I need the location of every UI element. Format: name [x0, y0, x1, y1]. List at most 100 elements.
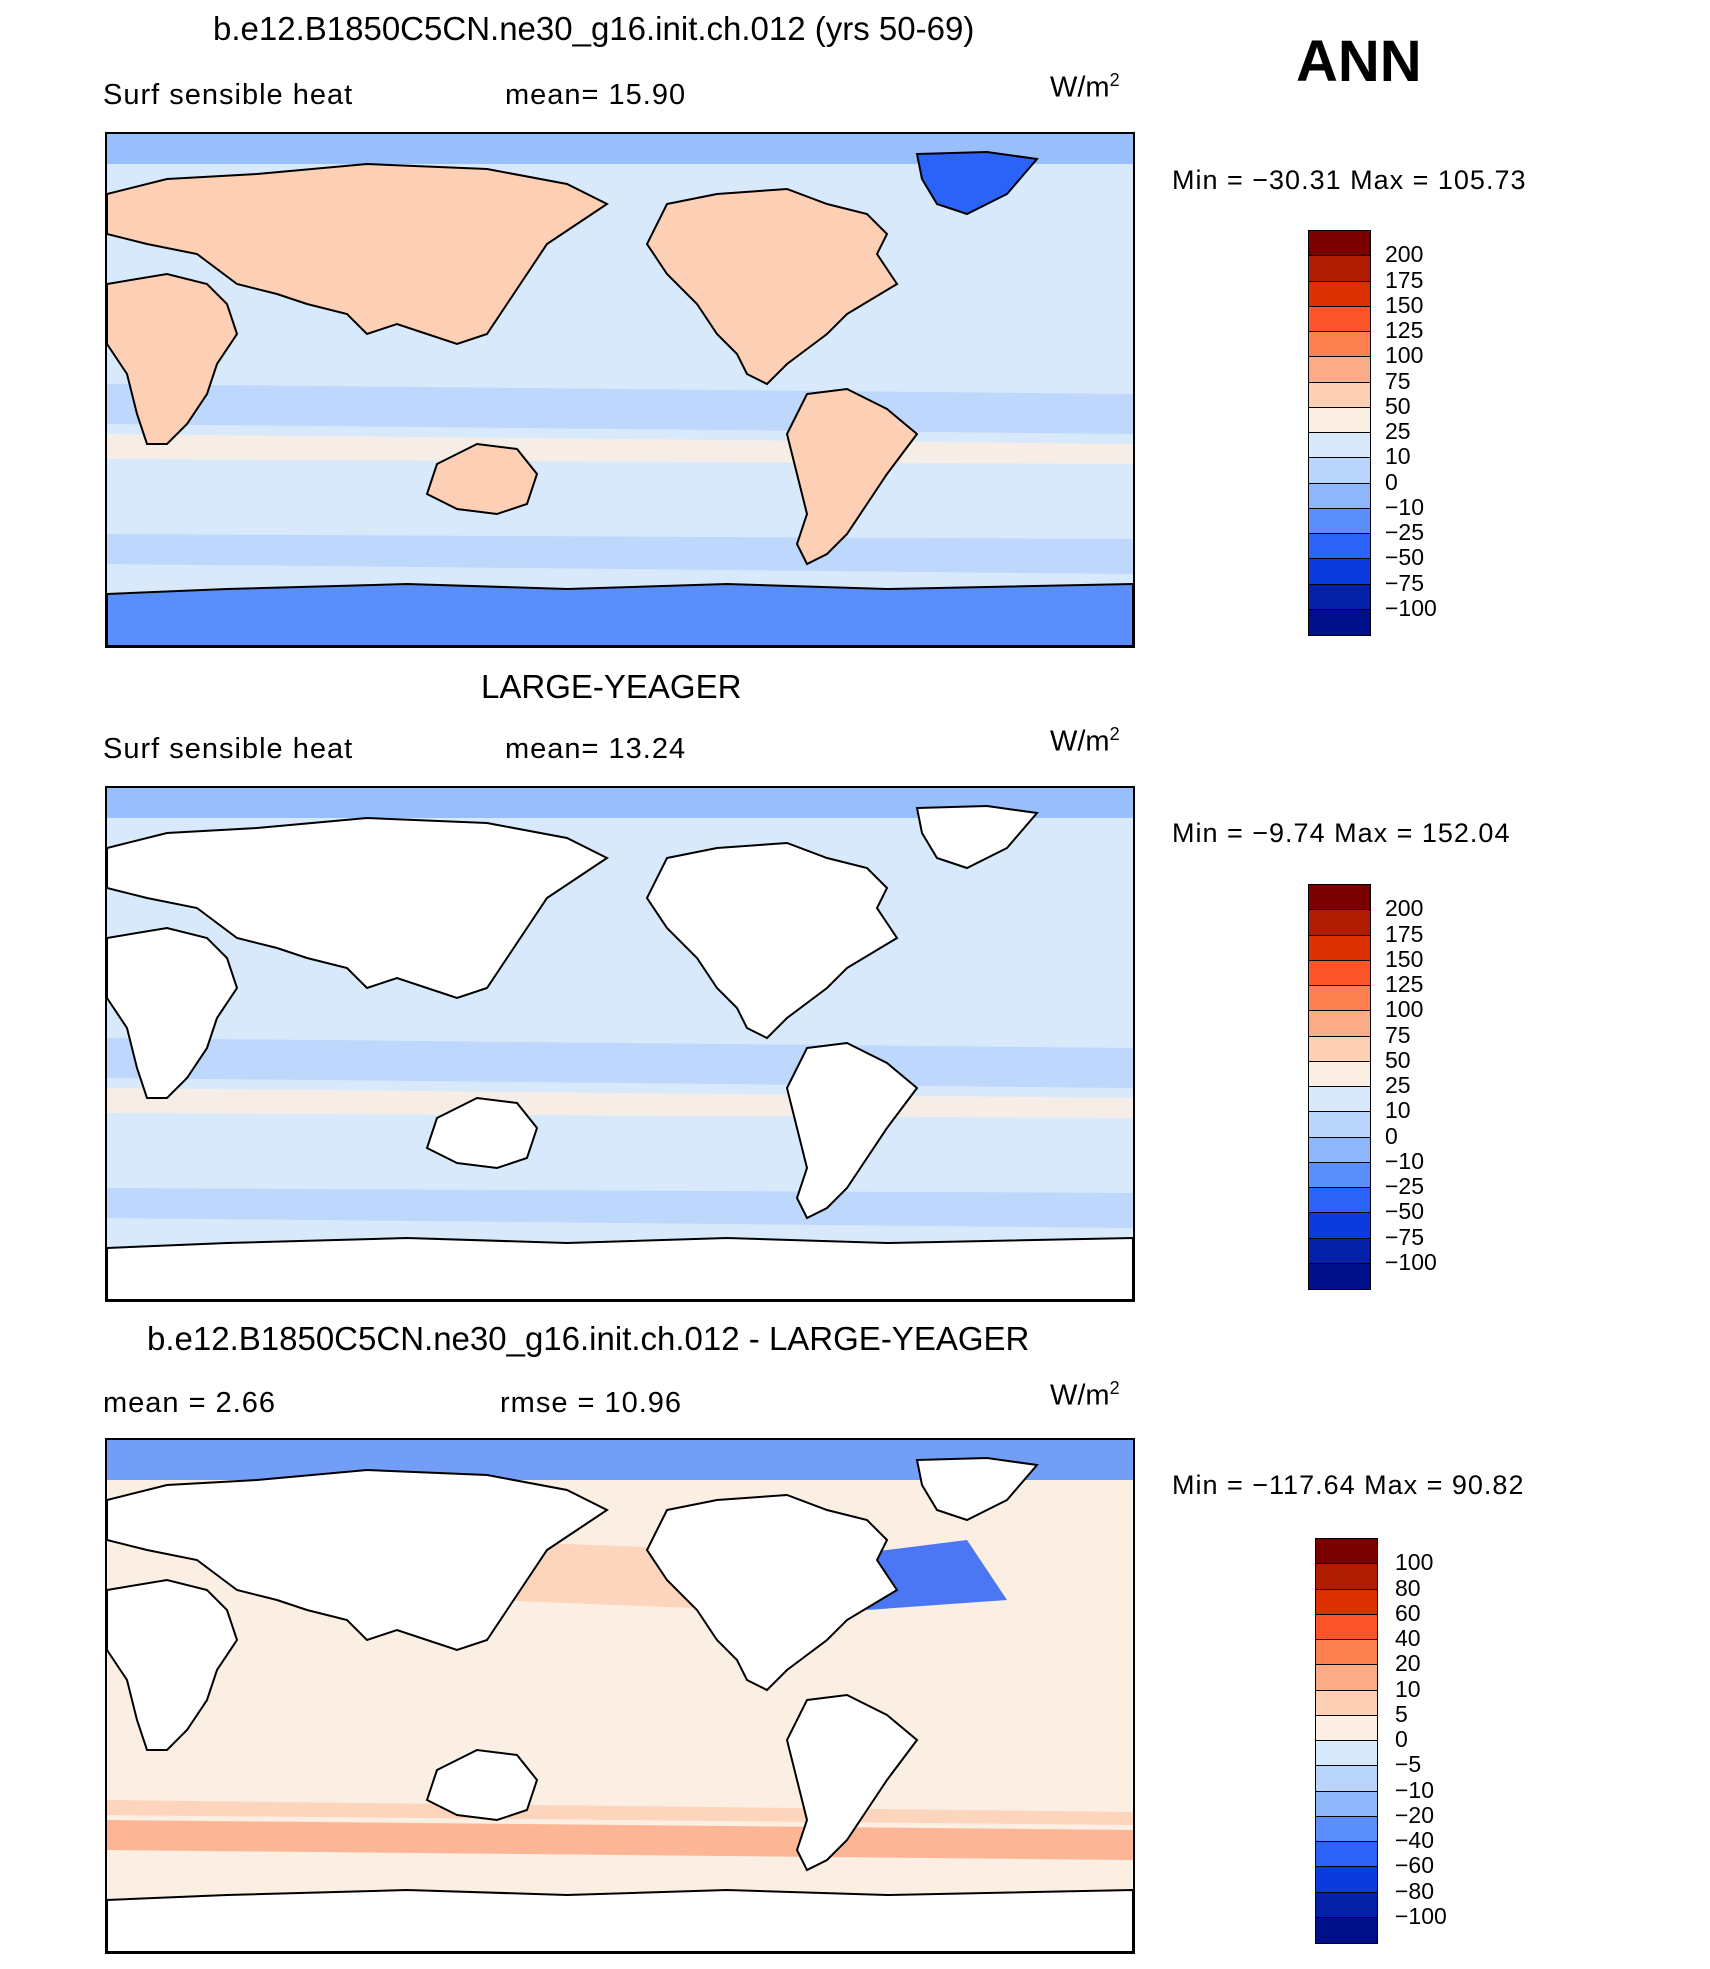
colorbar-tick-label: 150 [1385, 945, 1424, 972]
colorbar-tick-label: 0 [1385, 468, 1398, 495]
colorbar-tick-label: −60 [1395, 1852, 1435, 1879]
colorbar-swatch [1309, 960, 1370, 986]
panel-2-map-canvas [107, 788, 1133, 1300]
colorbar-swatch [1316, 1917, 1377, 1943]
colorbar-tick-label: 25 [1385, 1072, 1411, 1098]
colorbar-tick-label: −10 [1385, 1147, 1425, 1174]
panel-1-minmax: Min = −30.31 Max = 105.73 [1172, 165, 1527, 195]
colorbar-swatch [1316, 1539, 1377, 1565]
colorbar-tick-label: −75 [1385, 569, 1425, 596]
coastline [785, 387, 919, 566]
colorbar-swatch [1316, 1564, 1377, 1590]
colorbar-swatch [1309, 458, 1370, 484]
coastline [107, 926, 239, 1099]
panel-2-minmax: Min = −9.74 Max = 152.04 [1172, 818, 1511, 848]
colorbar-swatch [1309, 1036, 1370, 1062]
colorbar-tick-label: 40 [1395, 1625, 1421, 1651]
field-contour-region [107, 534, 1133, 574]
coastline [425, 442, 539, 516]
season-label: ANN [1296, 29, 1422, 94]
field-contour-region [107, 1800, 1133, 1825]
colorbar-tick-label: 20 [1395, 1650, 1421, 1677]
colorbar-tick-label: −10 [1395, 1776, 1435, 1803]
colorbar-swatch [1316, 1791, 1377, 1817]
panel-1-title: b.e12.B1850C5CN.ne30_g16.init.ch.012 (yr… [213, 10, 975, 47]
colorbar-swatch [1316, 1640, 1377, 1666]
colorbar-tick-label: 50 [1385, 1046, 1411, 1073]
coastline [915, 150, 1039, 216]
coastline [915, 804, 1039, 870]
panel-3-colorbar [1315, 1538, 1378, 1944]
colorbar-swatch [1309, 332, 1370, 358]
colorbar-swatch [1309, 407, 1370, 433]
colorbar-swatch [1309, 1061, 1370, 1087]
colorbar-swatch [1309, 534, 1370, 560]
colorbar-tick-label: −100 [1385, 594, 1437, 621]
panel-3-map [105, 1438, 1135, 1954]
colorbar-swatch [1316, 1842, 1377, 1868]
colorbar-swatch [1309, 382, 1370, 408]
panel-1-colorbar [1308, 230, 1371, 636]
colorbar-swatch [1309, 256, 1370, 282]
panel-2-title: LARGE-YEAGER [481, 668, 742, 705]
colorbar-tick-label: 10 [1385, 443, 1411, 470]
colorbar-tick-label: 75 [1385, 1021, 1411, 1048]
coastline [107, 1236, 1133, 1300]
panel-2-units: W/m2 [1050, 724, 1120, 758]
colorbar-tick-label: 10 [1385, 1097, 1411, 1124]
coastline [425, 1748, 539, 1822]
colorbar-swatch [1309, 986, 1370, 1012]
colorbar-tick-label: −75 [1385, 1223, 1425, 1250]
colorbar-tick-label: 50 [1385, 392, 1411, 419]
colorbar-tick-label: 175 [1385, 920, 1424, 947]
coastline [645, 187, 899, 386]
colorbar-swatch [1309, 306, 1370, 332]
colorbar-tick-label: 150 [1385, 291, 1424, 318]
coastline [425, 1096, 539, 1170]
colorbar-swatch [1316, 1690, 1377, 1716]
colorbar-swatch [1316, 1867, 1377, 1893]
panel-3-map-canvas [107, 1440, 1133, 1952]
colorbar-swatch [1316, 1589, 1377, 1615]
panel-2-map [105, 786, 1135, 1302]
panel-3-minmax: Min = −117.64 Max = 90.82 [1172, 1470, 1525, 1500]
colorbar-swatch [1309, 1011, 1370, 1037]
colorbar-swatch [1316, 1892, 1377, 1918]
colorbar-swatch [1309, 231, 1370, 257]
colorbar-swatch [1309, 584, 1370, 610]
colorbar-swatch [1309, 559, 1370, 585]
colorbar-tick-label: −40 [1395, 1827, 1435, 1853]
coastline [915, 1456, 1039, 1522]
colorbar-swatch [1309, 281, 1370, 307]
colorbar-swatch [1309, 357, 1370, 383]
panel-3-rmse: rmse = 10.96 [500, 1387, 683, 1419]
colorbar-tick-label: 75 [1385, 367, 1411, 394]
colorbar-tick-label: 25 [1385, 418, 1411, 444]
coastline [107, 582, 1133, 646]
colorbar-swatch [1309, 910, 1370, 936]
field-contour-region [107, 788, 1133, 818]
panel-1-units: W/m2 [1050, 70, 1120, 104]
coastline [107, 1888, 1133, 1952]
colorbar-tick-label: 125 [1385, 971, 1424, 997]
colorbar-swatch [1316, 1665, 1377, 1691]
colorbar-swatch [1309, 885, 1370, 911]
colorbar-tick-label: 5 [1395, 1700, 1408, 1727]
panel-1-map [105, 132, 1135, 648]
colorbar-swatch [1309, 609, 1370, 635]
colorbar-swatch [1316, 1816, 1377, 1842]
panel-3-mean: mean = 2.66 [103, 1387, 277, 1419]
field-contour-region [107, 134, 1133, 164]
colorbar-tick-label: −50 [1385, 544, 1425, 571]
coastline [785, 1041, 919, 1220]
colorbar-tick-label: −100 [1395, 1902, 1447, 1929]
panel-3-title: b.e12.B1850C5CN.ne30_g16.init.ch.012 - L… [147, 1320, 1030, 1357]
coastline [645, 1493, 899, 1692]
colorbar-swatch [1309, 1162, 1370, 1188]
colorbar-tick-label: 80 [1395, 1574, 1421, 1601]
colorbar-swatch [1309, 1137, 1370, 1163]
panel-1-map-canvas [107, 134, 1133, 646]
colorbar-tick-label: −100 [1385, 1248, 1437, 1275]
colorbar-tick-label: 60 [1395, 1599, 1421, 1626]
colorbar-swatch [1309, 1213, 1370, 1239]
